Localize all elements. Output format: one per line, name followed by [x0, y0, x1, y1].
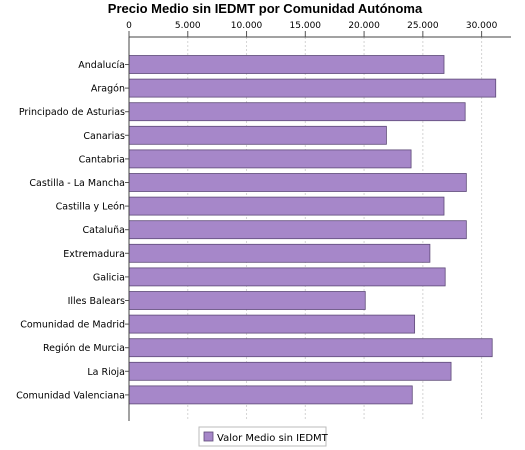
x-tick-label: 15.000	[290, 21, 322, 31]
category-label: Cataluña	[82, 225, 125, 236]
bar	[128, 149, 412, 169]
legend-swatch	[203, 431, 214, 442]
category-label: Extremadura	[63, 249, 125, 260]
bar	[128, 220, 467, 240]
x-tick-label: 5.000	[175, 21, 201, 31]
category-label: Andalucía	[78, 60, 125, 71]
x-tick-label: 20.000	[348, 21, 380, 31]
category-label: Galicia	[93, 272, 125, 283]
bar	[128, 361, 452, 381]
category-label: La Rioja	[87, 367, 125, 378]
category-label: Comunidad de Madrid	[20, 320, 125, 331]
bar	[128, 291, 366, 310]
legend-box	[198, 426, 327, 447]
x-tick-label: 10.000	[231, 21, 263, 31]
bar	[128, 125, 387, 145]
x-tick-label: 30.000	[466, 21, 498, 31]
x-tick-label: 25.000	[407, 21, 439, 31]
category-label: Región de Murcia	[43, 343, 125, 354]
bar	[128, 243, 431, 263]
category-label: Principado de Asturias	[19, 107, 125, 118]
category-label: Illes Balears	[68, 296, 125, 307]
axes	[128, 36, 511, 421]
category-label: Canarias	[83, 131, 125, 142]
legend: Valor Medio sin IEDMT	[198, 426, 329, 447]
category-label: Castilla - La Mancha	[29, 178, 125, 189]
category-label: Cantabria	[79, 154, 125, 165]
bar	[128, 78, 497, 98]
category-label: Aragón	[91, 84, 125, 95]
chart-title: Precio Medio sin IEDMT por Comunidad Aut…	[108, 1, 423, 16]
category-label: Castilla y León	[56, 202, 125, 213]
bar	[128, 102, 466, 122]
bar	[128, 55, 445, 74]
bar	[128, 338, 493, 358]
bars	[128, 55, 497, 405]
bar	[128, 196, 445, 216]
bar	[128, 267, 446, 287]
legend-label: Valor Medio sin IEDMT	[217, 433, 329, 444]
x-axis: 0 5.000 10.000 15.000 20.000 25.000 30.000	[126, 21, 498, 37]
category-label: Comunidad Valenciana	[16, 390, 125, 401]
bar	[128, 385, 413, 405]
category-labels: Andalucía Aragón Principado de Asturias Can…	[16, 60, 129, 401]
bar	[128, 173, 467, 192]
x-tick-label: 0	[126, 21, 132, 31]
bar	[128, 314, 416, 334]
